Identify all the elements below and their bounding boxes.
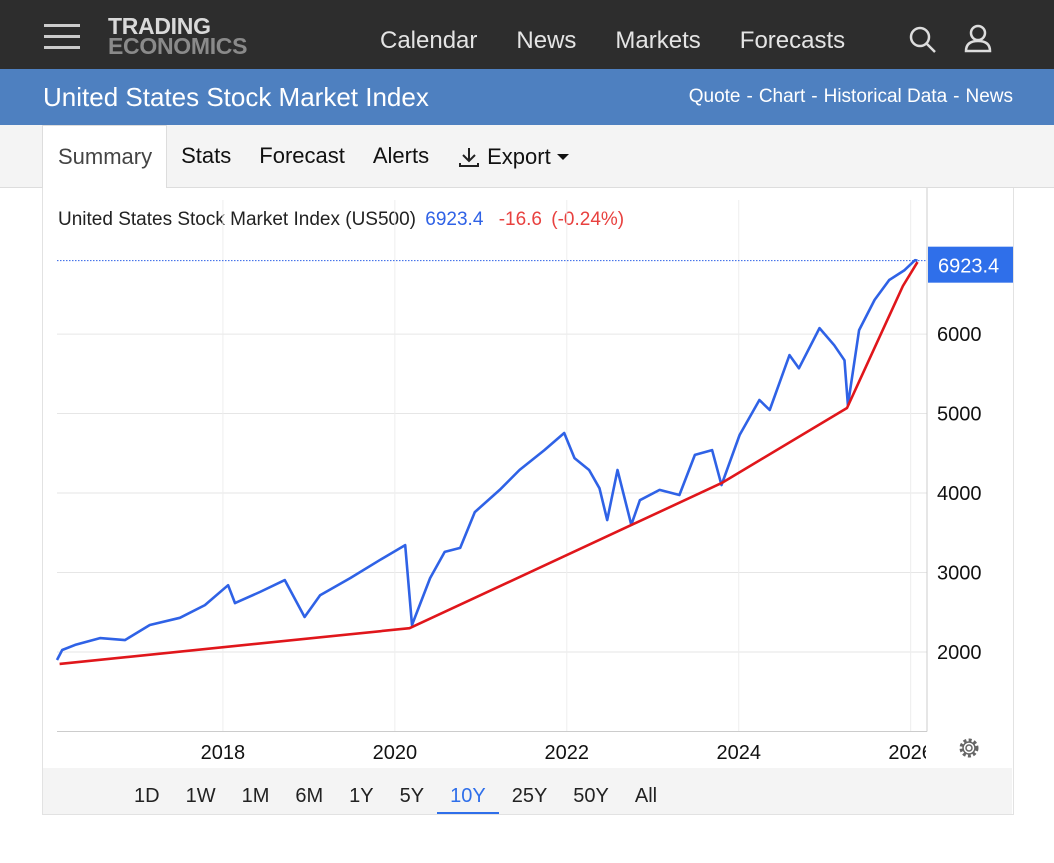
caret [556,153,569,160]
range-buttons: 1D 1W 1M 6M 1Y 5Y 10Y 25Y 50Y All [121,768,670,814]
nav-link[interactable]: Markets [615,27,701,54]
chart-title: United States Stock Market Index (US500) [58,209,416,230]
separator: - [953,86,960,107]
range-button[interactable]: 50Y [573,785,609,807]
chart-header: United States Stock Market Index (US500)… [58,209,624,230]
chart-panel [42,188,1014,815]
change: -16.6 [499,209,542,230]
nav: Calendar News Markets Forecasts [380,27,845,55]
x-tick-label: 2018 [201,742,246,764]
sub-link[interactable]: Historical Data [823,86,948,107]
page-title: United States Stock Market Index [43,82,429,112]
nav-link[interactable]: Forecasts [739,27,846,54]
price-badge-label: 6923.4 [938,256,999,278]
logo-text: ECONOMICS [108,33,248,59]
logo[interactable]: TRADING ECONOMICS [108,13,248,59]
range-button[interactable]: 25Y [511,785,548,807]
plot-area: 2018 2020 2022 2024 2026 [201,742,933,764]
series-line [59,261,919,666]
range-button[interactable]: 1Y [349,785,374,807]
y-tick-label: 5000 [937,404,982,426]
x-tick-label: 2024 [716,742,761,764]
price-badge [928,246,1013,283]
range-button[interactable]: 1W [185,785,216,807]
tab-label: Export [487,144,551,169]
tab[interactable]: Summary [42,125,168,188]
sub-header: United States Stock Market Index Quote - C… [0,69,1054,125]
search-icon[interactable] [908,25,938,55]
tab-bar: Summary Stats Forecast Alerts Export [0,125,1054,188]
range-button[interactable]: 1M [241,785,270,807]
range-button[interactable]: All [634,785,658,807]
download-icon [459,147,480,167]
sub-link[interactable]: News [965,86,1013,107]
tabs: Summary Stats Forecast Alerts Export [42,125,583,188]
menu-icon[interactable] [44,24,84,54]
price: 6923.4 [425,209,484,230]
separator: - [811,86,818,107]
y-tick-label: 3000 [937,563,982,585]
nav-link[interactable]: Calendar [380,27,478,54]
tab[interactable]: Forecast [259,143,345,168]
tab[interactable]: Alerts [372,143,430,168]
change-percent: (-0.24%) [551,209,624,230]
y-tick-label: 6000 [937,324,982,346]
sub-link[interactable]: Chart [758,86,806,107]
user-icon[interactable] [964,24,994,54]
series-line [55,258,918,661]
tab[interactable]: Export [443,125,583,188]
tab[interactable]: Stats [181,143,232,168]
x-tick-label: 2020 [373,742,418,764]
x-tick-label: 2026 [888,742,933,764]
sub-links: Quote - Chart - Historical Data - News [689,86,1013,108]
y-tick-label: 2000 [937,642,982,664]
range-bar: 1D 1W 1M 6M 1Y 5Y 10Y 25Y 50Y All [43,768,1012,814]
range-button[interactable]: 1D [134,785,160,807]
separator: - [746,86,753,107]
sub-link[interactable]: Quote [688,86,741,107]
y-tick-label: 4000 [937,483,982,505]
x-tick-label: 2022 [545,742,590,764]
range-button[interactable]: 5Y [399,785,425,807]
nav-link[interactable]: News [516,27,577,54]
top-bar: TRADING ECONOMICS Calendar News Markets … [0,0,1054,69]
settings-icon[interactable] [959,738,979,758]
range-button[interactable]: 10Y [437,768,499,814]
range-button[interactable]: 6M [295,785,324,807]
logo-text: TRADING [108,13,211,39]
